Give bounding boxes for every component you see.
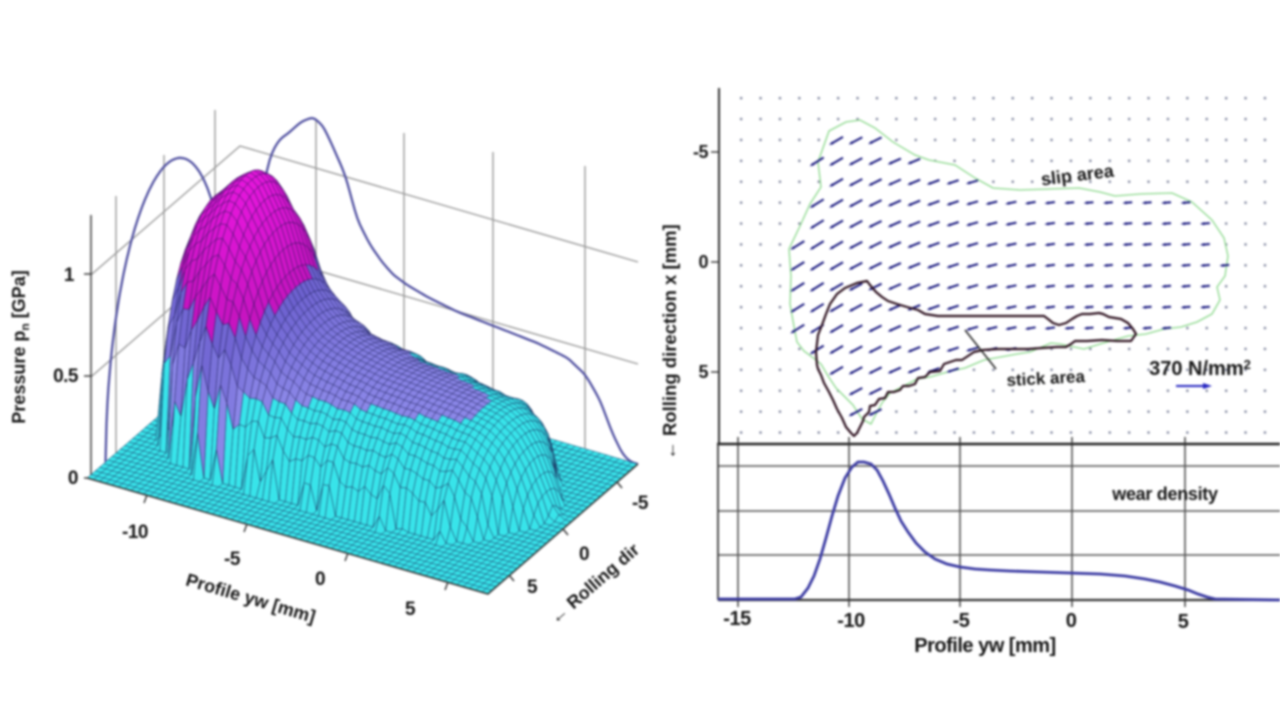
svg-text:-10: -10 (122, 522, 148, 543)
svg-text:0.5: 0.5 (53, 366, 79, 387)
svg-text:wear density: wear density (1111, 484, 1218, 504)
svg-text:← Rolling direction x [mm]: ← Rolling direction x [mm] (659, 224, 680, 459)
svg-text:-5: -5 (953, 610, 970, 632)
svg-text:5: 5 (405, 599, 416, 620)
svg-text:-10: -10 (837, 610, 865, 632)
svg-text:370 N/mm2: 370 N/mm2 (1149, 357, 1251, 380)
svg-text:5: 5 (527, 577, 538, 598)
svg-text:-15: -15 (723, 608, 751, 630)
svg-text:Pressure pn [GPa]: Pressure pn [GPa] (9, 270, 32, 423)
svg-text:0: 0 (315, 569, 325, 590)
svg-text:-5: -5 (693, 142, 708, 162)
svg-text:5: 5 (698, 362, 708, 382)
svg-text:0: 0 (1066, 610, 1077, 632)
svg-text:5: 5 (1178, 611, 1189, 633)
svg-text:stick area: stick area (1006, 367, 1086, 390)
svg-text:0: 0 (579, 544, 589, 565)
svg-text:-5: -5 (632, 493, 649, 514)
svg-text:-5: -5 (224, 549, 241, 570)
svg-text:1: 1 (64, 265, 75, 286)
svg-text:Profile yw [mm]: Profile yw [mm] (914, 635, 1055, 657)
svg-text:0: 0 (698, 252, 708, 272)
svg-text:0: 0 (68, 468, 78, 489)
